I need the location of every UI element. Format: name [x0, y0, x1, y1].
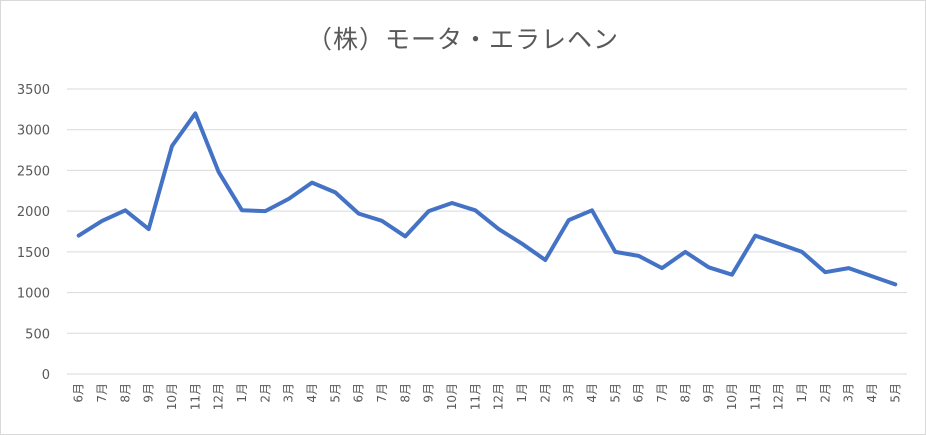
chart-title: （株）モータ・エラレヘン: [306, 25, 619, 54]
x-tick-label: 12月: [212, 383, 226, 410]
data-point[interactable]: [822, 269, 828, 275]
series-line-0[interactable]: [76, 111, 898, 287]
data-point[interactable]: [729, 272, 735, 278]
x-tick-label: 11月: [748, 383, 762, 410]
data-point[interactable]: [519, 241, 525, 247]
data-point[interactable]: [612, 249, 618, 255]
x-tick-label: 7月: [655, 383, 669, 403]
x-tick-label: 5月: [888, 383, 902, 403]
data-point[interactable]: [332, 189, 338, 195]
data-point[interactable]: [682, 249, 688, 255]
data-point[interactable]: [262, 208, 268, 214]
x-tick-label: 8月: [118, 383, 132, 403]
x-tick-label: 4月: [865, 383, 879, 403]
x-tick-label: 6月: [72, 383, 86, 403]
data-point[interactable]: [309, 180, 315, 186]
x-tick-label: 12月: [492, 383, 506, 410]
x-tick-label: 3月: [282, 383, 296, 403]
x-tick-label: 10月: [445, 383, 459, 410]
data-point[interactable]: [426, 208, 432, 214]
data-point[interactable]: [449, 200, 455, 206]
x-tick-label: 8月: [398, 383, 412, 403]
y-tick-label: 1000: [17, 287, 50, 302]
x-tick-label: 3月: [562, 383, 576, 403]
data-point[interactable]: [846, 265, 852, 271]
y-tick-label: 1500: [17, 246, 50, 261]
data-point[interactable]: [869, 273, 875, 279]
data-point[interactable]: [776, 241, 782, 247]
y-tick-label: 2500: [17, 164, 50, 179]
x-tick-label: 10月: [725, 383, 739, 410]
data-point[interactable]: [566, 217, 572, 223]
x-tick-label: 6月: [632, 383, 646, 403]
data-point[interactable]: [146, 226, 152, 232]
x-tick-label: 5月: [608, 383, 622, 403]
y-tick-label: 500: [25, 327, 50, 342]
data-point[interactable]: [752, 233, 758, 239]
x-tick-label: 7月: [95, 383, 109, 403]
data-point[interactable]: [192, 110, 198, 116]
x-tick-label: 9月: [702, 383, 716, 403]
x-tick-label: 9月: [422, 383, 436, 403]
x-tick-label: 2月: [538, 383, 552, 403]
data-point[interactable]: [216, 169, 222, 175]
data-point[interactable]: [542, 257, 548, 263]
x-tick-label: 4月: [585, 383, 599, 403]
data-point[interactable]: [892, 281, 898, 287]
y-tick-label: 3000: [17, 124, 50, 139]
x-tick-label: 7月: [375, 383, 389, 403]
x-tick-label: 11月: [188, 383, 202, 410]
x-tick-label: 4月: [305, 383, 319, 403]
data-point[interactable]: [589, 207, 595, 213]
data-point[interactable]: [379, 218, 385, 224]
data-point[interactable]: [76, 233, 82, 239]
data-point[interactable]: [169, 143, 175, 149]
data-point[interactable]: [402, 233, 408, 239]
data-point[interactable]: [659, 265, 665, 271]
x-tick-label: 8月: [678, 383, 692, 403]
x-tick-label: 10月: [165, 383, 179, 410]
data-point[interactable]: [706, 264, 712, 270]
data-point[interactable]: [99, 218, 105, 224]
x-tick-label: 3月: [842, 383, 856, 403]
y-tick-label: 0: [42, 368, 50, 383]
x-tick-label: 2月: [258, 383, 272, 403]
data-point[interactable]: [799, 249, 805, 255]
x-tick-label: 2月: [818, 383, 832, 403]
x-tick-label: 1月: [795, 383, 809, 403]
y-tick-label: 2000: [17, 205, 50, 220]
data-point[interactable]: [239, 207, 245, 213]
x-tick-label: 1月: [515, 383, 529, 403]
data-point[interactable]: [122, 207, 128, 213]
data-point[interactable]: [496, 226, 502, 232]
data-point[interactable]: [356, 211, 362, 217]
x-tick-label: 12月: [772, 383, 786, 410]
x-tick-label: 1月: [235, 383, 249, 403]
x-tick-label: 9月: [142, 383, 156, 403]
data-point[interactable]: [636, 253, 642, 259]
data-point[interactable]: [472, 207, 478, 213]
x-tick-label: 6月: [352, 383, 366, 403]
x-tick-label: 5月: [328, 383, 342, 403]
x-tick-label: 11月: [468, 383, 482, 410]
data-point[interactable]: [286, 196, 292, 202]
y-tick-label: 3500: [17, 83, 50, 98]
